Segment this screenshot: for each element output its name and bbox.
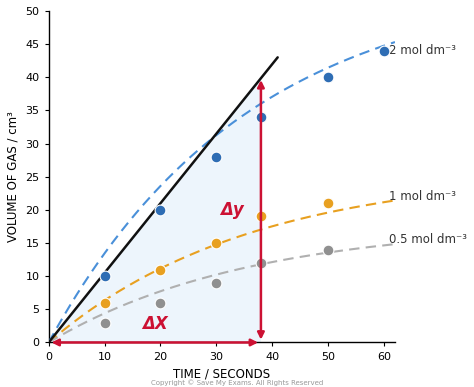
Point: [156, 300, 164, 306]
Text: Copyright © Save My Exams. All Rights Reserved: Copyright © Save My Exams. All Rights Re…: [151, 379, 323, 386]
Point: [156, 207, 164, 213]
Point: [257, 114, 264, 120]
X-axis label: TIME / SECONDS: TIME / SECONDS: [173, 367, 270, 380]
Point: [257, 260, 264, 266]
Point: [212, 240, 220, 246]
Point: [100, 320, 108, 326]
Point: [324, 247, 332, 253]
Point: [380, 48, 388, 54]
Text: 2 mol dm⁻³: 2 mol dm⁻³: [390, 44, 456, 57]
Text: 1 mol dm⁻³: 1 mol dm⁻³: [390, 190, 456, 203]
Text: 0.5 mol dm⁻³: 0.5 mol dm⁻³: [390, 233, 467, 246]
Point: [324, 200, 332, 206]
Polygon shape: [49, 77, 261, 342]
Point: [212, 154, 220, 160]
Text: Δy: Δy: [220, 201, 244, 219]
Y-axis label: VOLUME OF GAS / cm³: VOLUME OF GAS / cm³: [7, 111, 20, 242]
Point: [212, 280, 220, 286]
Text: ΔX: ΔX: [142, 315, 168, 332]
Point: [156, 266, 164, 272]
Point: [100, 273, 108, 279]
Point: [257, 213, 264, 219]
Point: [324, 74, 332, 80]
Point: [100, 300, 108, 306]
